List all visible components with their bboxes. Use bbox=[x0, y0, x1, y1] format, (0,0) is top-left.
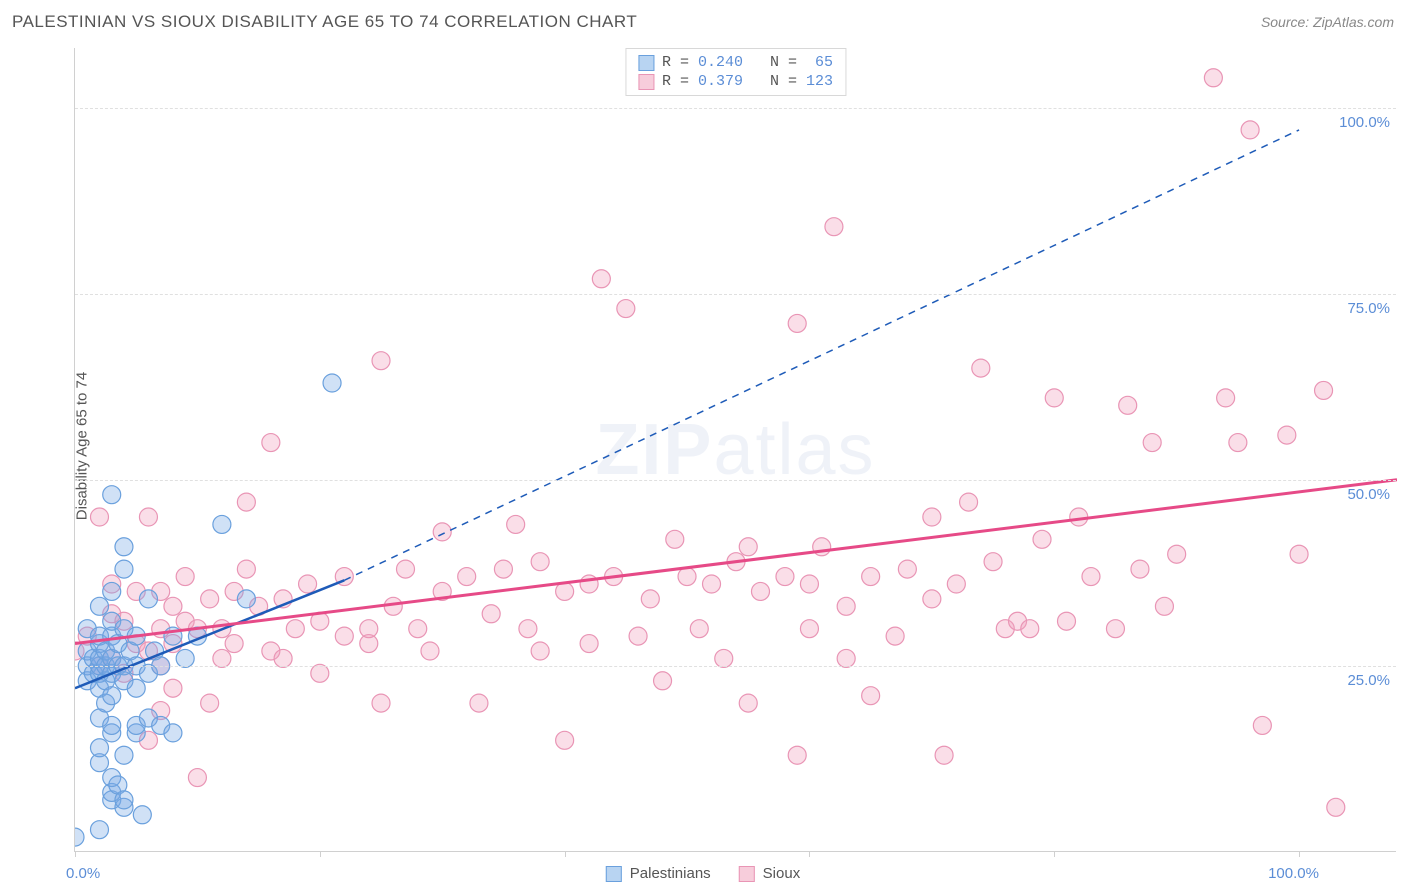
legend-item-palestinians: Palestinians bbox=[606, 865, 711, 882]
legend-swatch-icon bbox=[606, 866, 622, 882]
x-tick bbox=[1299, 851, 1300, 857]
legend-stats: R = 0.379 N = 123 bbox=[662, 73, 833, 90]
gridline bbox=[75, 294, 1396, 295]
x-tick bbox=[320, 851, 321, 857]
legend-swatch-icon bbox=[638, 55, 654, 71]
y-axis-tick-label: 50.0% bbox=[1347, 486, 1390, 503]
x-axis-max-label: 100.0% bbox=[1268, 865, 1319, 882]
x-tick bbox=[809, 851, 810, 857]
plot-region: ZIPatlas R = 0.240 N = 65R = 0.379 N = 1… bbox=[74, 48, 1396, 852]
y-axis-tick-label: 100.0% bbox=[1339, 114, 1390, 131]
legend-swatch-icon bbox=[739, 866, 755, 882]
gridline bbox=[75, 108, 1396, 109]
legend-label: Sioux bbox=[763, 865, 801, 882]
legend-label: Palestinians bbox=[630, 865, 711, 882]
x-tick bbox=[1054, 851, 1055, 857]
legend-row-palestinians: R = 0.240 N = 65 bbox=[638, 53, 833, 72]
legend-row-sioux: R = 0.379 N = 123 bbox=[638, 72, 833, 91]
series-legend: Palestinians Sioux bbox=[606, 865, 800, 882]
x-tick bbox=[565, 851, 566, 857]
scatter-svg bbox=[75, 48, 1397, 852]
y-axis-tick-label: 25.0% bbox=[1347, 672, 1390, 689]
legend-swatch-icon bbox=[638, 74, 654, 90]
chart-area: ZIPatlas R = 0.240 N = 65R = 0.379 N = 1… bbox=[44, 48, 1396, 852]
chart-title: PALESTINIAN VS SIOUX DISABILITY AGE 65 T… bbox=[12, 12, 637, 32]
y-axis-tick-label: 75.0% bbox=[1347, 300, 1390, 317]
x-tick bbox=[75, 851, 76, 857]
x-axis-min-label: 0.0% bbox=[66, 865, 100, 882]
legend-item-sioux: Sioux bbox=[739, 865, 801, 882]
source-attribution: Source: ZipAtlas.com bbox=[1261, 14, 1394, 30]
gridline bbox=[75, 480, 1396, 481]
correlation-legend: R = 0.240 N = 65 R = 0.379 N = 123 bbox=[625, 48, 846, 96]
legend-stats: R = 0.240 N = 65 bbox=[662, 54, 833, 71]
gridline bbox=[75, 666, 1396, 667]
